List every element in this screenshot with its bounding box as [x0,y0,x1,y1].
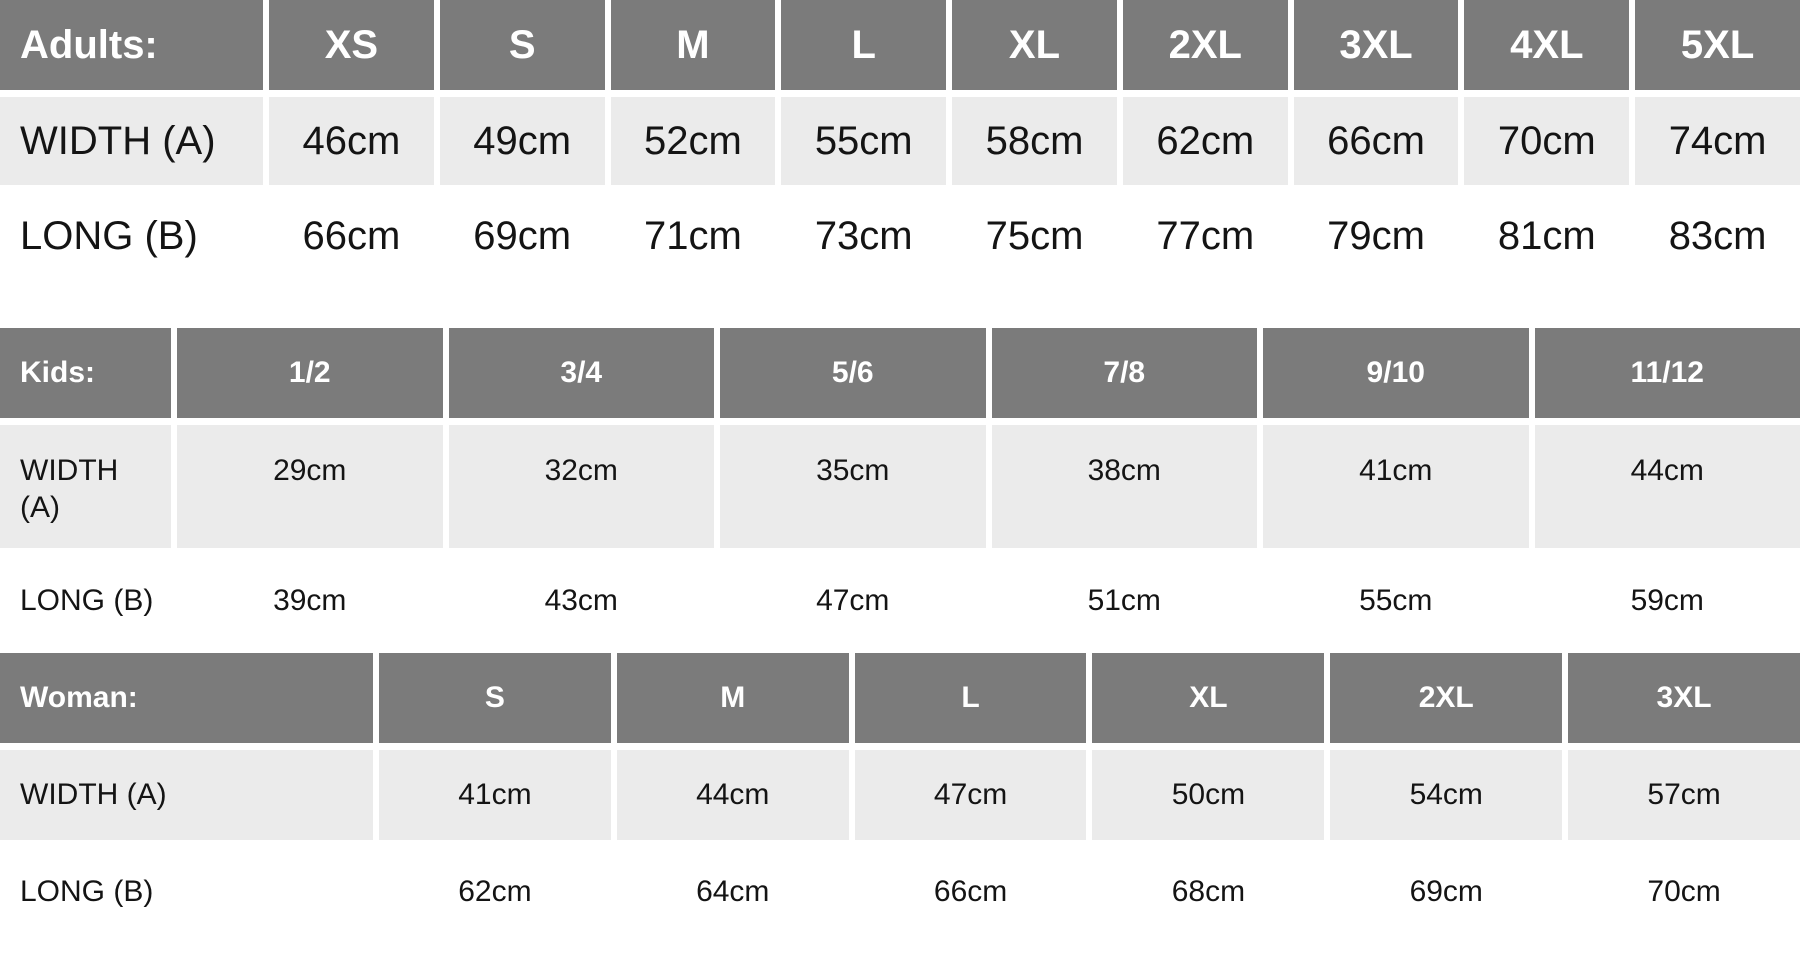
kids-size-header-3-4: 3/4 [448,328,714,418]
woman-size-header-m: M [616,653,849,743]
kids-long-value: 51cm [1087,584,1161,618]
kids-width-value: 29cm [177,425,443,548]
adults-long-value: 81cm [1497,213,1596,258]
adults-size-header-5xl: 5XL [1635,0,1800,90]
kids-size-table: Kids: 1/2 3/4 5/6 7/8 9/10 11/12 WIDTH (… [0,328,1800,648]
kids-long-value: 47cm [816,584,890,618]
adults-size-header-l: L [781,0,947,90]
adults-width-value: 70cm [1464,97,1630,185]
adults-width-value: 49cm [439,97,605,185]
adults-long-row-label: LONG (B) [20,213,198,258]
kids-width-value: 44cm [1534,425,1800,548]
adults-long-value: 69cm [473,213,572,258]
woman-width-value: 50cm [1092,750,1325,840]
kids-size-header-5-6: 5/6 [720,328,986,418]
kids-width-value: 38cm [991,425,1257,548]
adults-long-value: 71cm [644,213,742,258]
adults-long-value: 75cm [985,213,1084,258]
adults-width-value: 52cm [610,97,776,185]
adults-long-value: 79cm [1327,213,1425,258]
adults-width-value: 58cm [952,97,1117,185]
adults-size-header-m: M [610,0,776,90]
woman-width-value: 47cm [854,750,1087,840]
woman-width-value: 44cm [616,750,849,840]
woman-width-value: 54cm [1330,750,1563,840]
adults-long-value: 83cm [1668,213,1767,258]
adults-long-value: 73cm [814,213,913,258]
adults-long-value: 66cm [302,213,401,258]
kids-size-header-7-8: 7/8 [991,328,1257,418]
kids-table-title: Kids: [0,328,171,418]
kids-size-header-9-10: 9/10 [1263,328,1529,418]
woman-width-value: 41cm [379,750,611,840]
woman-long-value: 68cm [1171,874,1246,908]
woman-width-row-label: WIDTH (A) [0,750,373,840]
adults-width-value: 62cm [1122,97,1288,185]
adults-width-value: 66cm [1293,97,1459,185]
kids-size-header-11-12: 11/12 [1534,328,1800,418]
woman-width-value: 57cm [1568,750,1800,840]
woman-size-table: Woman: S M L XL 2XL 3XL WIDTH (A) 41cm 4… [0,653,1800,937]
woman-size-header-xl: XL [1092,653,1325,743]
kids-long-value: 43cm [544,584,618,618]
woman-long-value: 64cm [696,874,770,908]
woman-size-header-2xl: 2XL [1330,653,1563,743]
adults-size-header-s: S [439,0,605,90]
kids-long-row-label: LONG (B) [20,584,154,618]
kids-width-row-label: WIDTH (A) [0,425,171,548]
kids-long-value: 55cm [1359,584,1433,618]
kids-width-value: 41cm [1263,425,1529,548]
woman-size-header-3xl: 3XL [1568,653,1800,743]
adults-long-value: 77cm [1156,213,1255,258]
kids-long-value: 59cm [1630,584,1704,618]
adults-size-header-xs: XS [269,0,434,90]
adults-table-title: Adults: [0,0,263,90]
adults-size-header-xl: XL [952,0,1117,90]
kids-width-value: 32cm [448,425,714,548]
adults-width-row-label: WIDTH (A) [0,97,263,185]
kids-width-value: 35cm [720,425,986,548]
woman-table-title: Woman: [0,653,373,743]
woman-size-header-s: S [379,653,611,743]
woman-long-value: 62cm [458,874,532,908]
woman-long-value: 66cm [933,874,1008,908]
adults-width-value: 55cm [781,97,947,185]
woman-long-value: 70cm [1647,874,1721,908]
adults-width-value: 74cm [1635,97,1800,185]
adults-size-header-2xl: 2XL [1122,0,1288,90]
adults-size-table: Adults: XS S M L XL 2XL 3XL 4XL 5XL WIDT… [0,0,1800,280]
adults-size-header-3xl: 3XL [1293,0,1459,90]
adults-size-header-4xl: 4XL [1464,0,1630,90]
woman-size-header-l: L [854,653,1087,743]
woman-long-row-label: LONG (B) [20,874,154,908]
kids-size-header-1-2: 1/2 [177,328,443,418]
kids-long-value: 39cm [273,584,347,618]
adults-width-value: 46cm [269,97,434,185]
woman-long-value: 69cm [1409,874,1483,908]
